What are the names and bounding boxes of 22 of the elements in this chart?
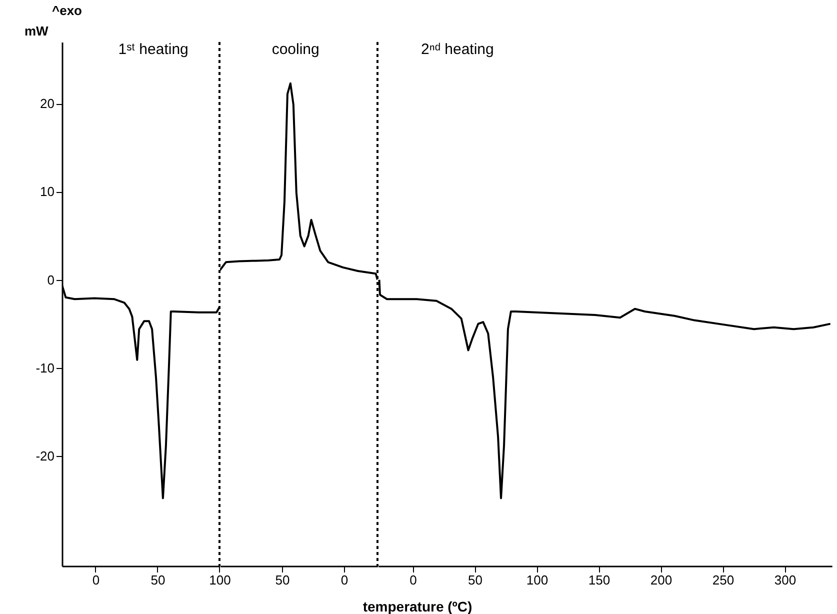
- x-tick-label: 200: [650, 572, 672, 588]
- y-tick-label: 0: [47, 272, 54, 288]
- annotation: 2ⁿᵈ heating: [420, 41, 494, 58]
- x-tick-label: 0: [340, 572, 348, 588]
- annotation: cooling: [272, 41, 320, 58]
- y-tick-label: 10: [40, 184, 54, 200]
- y-tick-label: 20: [40, 96, 54, 112]
- annotation: 1ˢᵗ heating: [118, 41, 188, 58]
- x-tick-label: 100: [526, 572, 548, 588]
- x-tick-label: 0: [92, 572, 100, 588]
- x-tick-label: 150: [588, 572, 610, 588]
- x-tick-label: 50: [150, 572, 166, 588]
- x-tick-label: 0: [410, 572, 417, 588]
- x-tick-label: 300: [774, 572, 796, 588]
- y-axis-title: mW: [24, 24, 50, 38]
- x-tick-label: 100: [209, 572, 231, 588]
- x-tick-label: 250: [712, 572, 734, 588]
- x-tick-label: 50: [468, 572, 482, 588]
- text: ^exo: [52, 3, 82, 18]
- y-tick-label: -20: [36, 448, 54, 464]
- x-tick-label: 50: [275, 572, 290, 588]
- y-tick-label: -10: [36, 360, 54, 376]
